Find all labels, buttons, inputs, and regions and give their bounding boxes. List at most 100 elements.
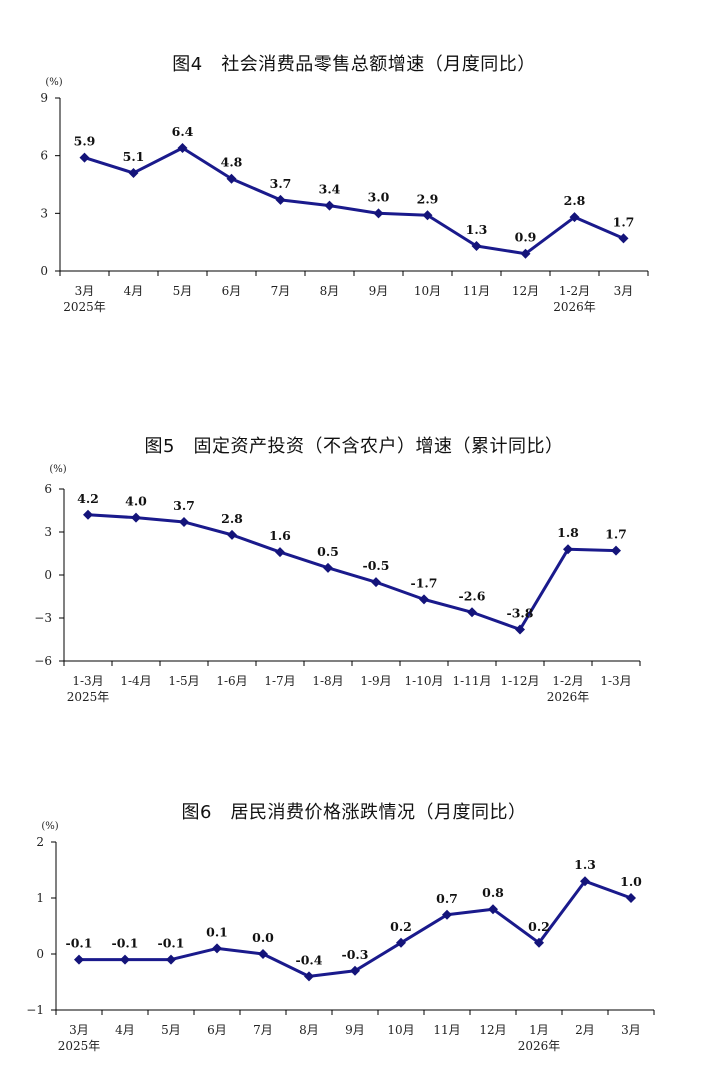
- y-tick-label: 3: [40, 206, 48, 220]
- data-point-marker: [618, 233, 629, 244]
- x-tick-label: 1-8月: [312, 674, 343, 688]
- x-tick-label: 5月: [173, 284, 193, 298]
- chart-title: 图6 居民消费价格涨跌情况（月度同比）: [181, 802, 527, 823]
- x-tick-label: 12月: [479, 1023, 506, 1037]
- data-label: 1.3: [466, 222, 488, 237]
- data-label: -3.8: [507, 605, 534, 620]
- y-tick-label: 6: [40, 149, 48, 163]
- series-line: [87, 513, 617, 631]
- data-point-marker: [120, 954, 130, 965]
- data-point-marker: [179, 516, 189, 527]
- data-label: 3.7: [173, 498, 195, 513]
- x-tick-label: 9月: [345, 1023, 365, 1037]
- data-point-marker: [611, 545, 621, 556]
- data-point-marker: [177, 142, 188, 153]
- data-point-marker: [569, 212, 580, 223]
- chart-fixed-asset-investment: 图5 固定资产投资（不含农户）增速（累计同比） (%) −6 −3 0 3 6 1-3月 1-…: [34, 436, 641, 704]
- y-tick-label: 6: [44, 482, 52, 496]
- y-unit-label: (%): [49, 464, 66, 475]
- x-tick-label: 3月: [69, 1023, 89, 1037]
- x-tick-label: 6月: [222, 284, 242, 298]
- x-tick-label: 1-2月: [552, 674, 583, 688]
- data-point-marker: [520, 248, 531, 259]
- data-label: -0.5: [363, 558, 390, 573]
- y-tick-label: 0: [40, 264, 48, 278]
- data-point-marker: [212, 943, 222, 954]
- data-point-marker: [258, 949, 268, 959]
- data-label: 4.8: [221, 155, 243, 170]
- y-tick-label: −6: [34, 654, 52, 668]
- data-point-marker: [442, 909, 452, 920]
- data-label: 3.0: [368, 189, 390, 204]
- x-tick-label: 7月: [271, 284, 291, 298]
- data-point-marker: [373, 208, 384, 219]
- x-tick-label: 11月: [463, 284, 490, 298]
- x-tick-label: 6月: [207, 1023, 227, 1037]
- data-label: 5.1: [123, 149, 145, 164]
- data-point-marker: [419, 594, 429, 605]
- x-tick-label: 1-4月: [120, 674, 151, 688]
- x-tick-label: 7月: [253, 1023, 273, 1037]
- x-tick-label: 8月: [299, 1023, 319, 1037]
- x-year-label: 2025年: [63, 300, 106, 314]
- data-label: -0.1: [66, 936, 93, 951]
- y-unit-label: (%): [41, 821, 58, 832]
- data-label: 1.7: [613, 214, 635, 229]
- data-point-marker: [371, 577, 381, 588]
- data-label: 4.2: [77, 491, 99, 506]
- data-label: 4.0: [125, 494, 147, 509]
- x-year-label: 2026年: [518, 1039, 561, 1053]
- x-year-label: 2026年: [547, 690, 590, 704]
- y-tick-label: 0: [44, 568, 52, 582]
- data-label: 1.8: [557, 525, 579, 540]
- data-label: -0.3: [342, 947, 369, 962]
- x-tick-label: 3月: [75, 284, 95, 298]
- x-tick-label: 12月: [512, 284, 539, 298]
- x-tick-label: 1-5月: [168, 674, 199, 688]
- data-point-marker: [74, 954, 84, 965]
- x-tick-label: 5月: [161, 1023, 181, 1037]
- data-point-marker: [79, 152, 90, 163]
- data-point-marker: [166, 954, 176, 965]
- data-label: 2.8: [564, 193, 586, 208]
- data-label: 0.0: [252, 930, 274, 945]
- data-label: 1.0: [620, 874, 642, 889]
- x-tick-label: 4月: [115, 1023, 135, 1037]
- data-point-marker: [396, 937, 406, 948]
- data-point-marker: [304, 971, 314, 982]
- x-tick-label: 1-9月: [360, 674, 391, 688]
- data-label: -0.1: [112, 936, 139, 951]
- x-tick-label: 1-11月: [453, 674, 492, 688]
- y-tick-label: 9: [40, 91, 48, 105]
- data-label: -0.4: [296, 952, 323, 967]
- data-label: 2.9: [417, 191, 439, 206]
- data-label: 1.6: [269, 528, 291, 543]
- data-point-marker: [83, 509, 93, 520]
- data-point-marker: [471, 241, 482, 252]
- data-point-marker: [275, 547, 285, 558]
- data-point-marker: [563, 544, 573, 555]
- x-tick-label: 4月: [124, 284, 144, 298]
- data-point-marker: [131, 512, 141, 523]
- data-label: 2.8: [221, 511, 243, 526]
- x-tick-label: 9月: [369, 284, 389, 298]
- chart-title: 图5 固定资产投资（不含农户）增速（累计同比）: [144, 436, 564, 457]
- chart-retail-sales: 图4 社会消费品零售总额增速（月度同比） (%) 0 3 6 9 3月 4月 5月 6月 7月 8月…: [0, 0, 708, 330]
- chart-fixed-asset-investment-plot: (%) −6 −3 0 3 6 1-3月 1-4月 1-5月 1-6月 1-7月 1-8月 1-9月 1-…: [34, 464, 641, 704]
- x-tick-label: 8月: [320, 284, 340, 298]
- x-tick-label: 10月: [387, 1023, 414, 1037]
- data-point-marker: [488, 904, 498, 915]
- data-label: 0.2: [390, 919, 412, 934]
- data-point-marker: [275, 194, 286, 205]
- data-point-marker: [226, 173, 237, 184]
- chart-retail-sales-plot: (%) 0 3 6 9 3月 4月 5月 6月 7月 8月 9月 10月 11月 12月 1-2月 3月 2025…: [40, 77, 649, 314]
- data-label: -2.6: [459, 588, 486, 603]
- y-tick-label: 0: [36, 947, 44, 961]
- x-year-label: 2026年: [553, 300, 596, 314]
- data-label: 0.2: [528, 919, 550, 934]
- data-label: 1.3: [574, 857, 596, 872]
- data-label: 0.8: [482, 885, 504, 900]
- data-label: 0.9: [515, 230, 537, 245]
- data-label: 3.7: [270, 176, 292, 191]
